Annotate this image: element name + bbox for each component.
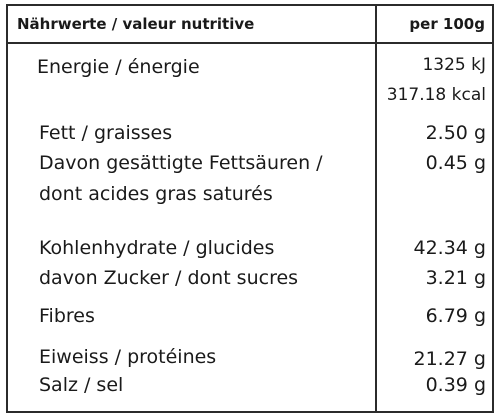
row-value-energy-kcal: 317.18 kcal: [386, 85, 486, 105]
row-label-fibres: Fibres: [39, 305, 95, 327]
row-value-fibres: 6.79 g: [425, 305, 486, 327]
header-per-100g: per 100g: [409, 15, 485, 33]
row-value-saturated-fat: 0.45 g: [425, 152, 486, 174]
column-divider: [375, 6, 377, 411]
row-label-carbohydrates: Kohlenhydrate / glucides: [39, 237, 275, 259]
row-value-fat: 2.50 g: [425, 122, 486, 144]
row-label-protein: Eiweiss / protéines: [39, 346, 217, 368]
row-value-energy-kj: 1325 kJ: [422, 55, 486, 75]
row-value-sugars: 3.21 g: [425, 267, 486, 289]
row-label-fat: Fett / graisses: [39, 122, 173, 144]
row-value-carbohydrates: 42.34 g: [413, 237, 487, 259]
row-label-saturated-fat-fr: dont acides gras saturés: [39, 183, 273, 205]
header-divider: [8, 42, 492, 44]
row-label-saturated-fat: Davon gesättigte Fettsäuren /: [39, 152, 323, 174]
header-label: Nährwerte / valeur nutritive: [17, 15, 255, 33]
row-value-salt: 0.39 g: [425, 374, 486, 396]
nutrition-table: Nährwerte / valeur nutritive per 100g En…: [6, 4, 494, 413]
row-label-salt: Salz / sel: [39, 374, 124, 396]
row-label-energy: Energie / énergie: [37, 56, 200, 78]
row-label-sugars: davon Zucker / dont sucres: [39, 267, 299, 289]
row-value-protein: 21.27 g: [413, 348, 487, 370]
